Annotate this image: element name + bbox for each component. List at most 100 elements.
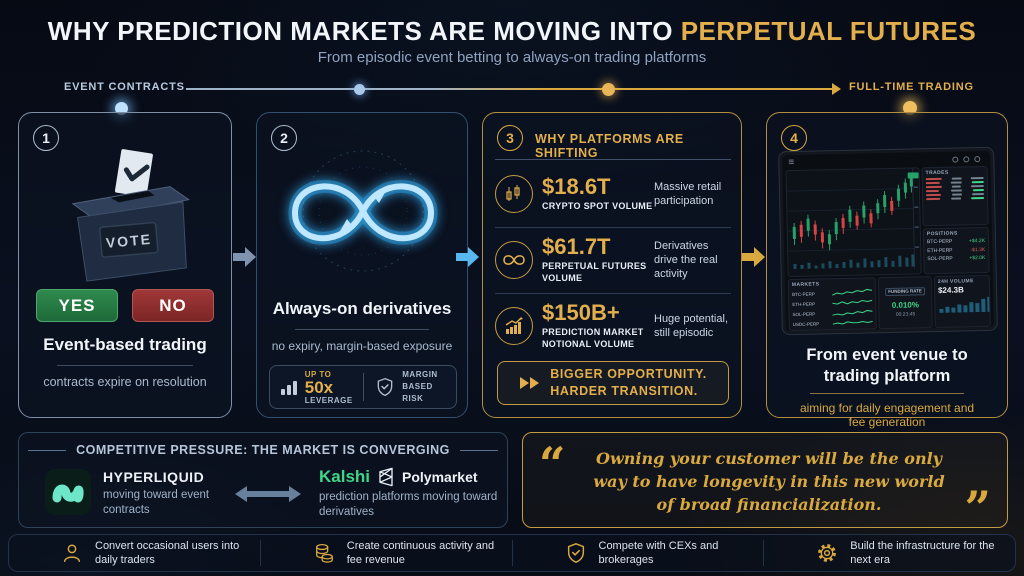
fast-forward-icon bbox=[520, 377, 540, 389]
panel-why-platforms-are-shifting: 3 WHY PLATFORMS ARE SHIFTING $18.6T CRYP… bbox=[482, 112, 742, 418]
footer-text: Convert occasional users into daily trad… bbox=[95, 539, 240, 566]
candlestick-icon bbox=[495, 175, 533, 213]
bar-chart-icon bbox=[280, 381, 297, 395]
divider bbox=[28, 449, 67, 451]
panel1-heading: Event-based trading bbox=[43, 335, 207, 354]
stat-value: $18.6T bbox=[542, 173, 611, 199]
no-button[interactable]: NO bbox=[132, 289, 214, 322]
hyperliquid-subtext: moving toward event contracts bbox=[103, 489, 210, 516]
sparkline bbox=[832, 309, 873, 316]
volume-label: 24H VOLUME bbox=[937, 278, 974, 285]
sparkline bbox=[832, 320, 873, 325]
double-arrow-icon bbox=[235, 486, 301, 502]
shield-check-icon bbox=[567, 543, 584, 563]
panel-event-based-trading: 1 VOTE YES NO Event-based trading contra… bbox=[18, 112, 232, 418]
callout-line2: HARDER TRANSITION. bbox=[550, 384, 698, 398]
position-value: +$4.2K bbox=[968, 238, 986, 245]
position-name: ETH-PERP bbox=[927, 247, 953, 254]
timeline-arrowhead-icon bbox=[832, 83, 841, 95]
panel1-glow-dot bbox=[115, 102, 128, 115]
funding-rate-label: FUNDING RATE bbox=[885, 286, 925, 296]
footer-item-compete: Compete with CEXs and brokerages bbox=[513, 539, 764, 568]
arrow-right-icon bbox=[742, 247, 765, 267]
panel4-heading: From event venue to trading platform bbox=[806, 346, 968, 385]
stat-row-perp-futures: $61.7T PERPETUAL FUTURES VOLUME Derivati… bbox=[495, 229, 731, 291]
divider bbox=[259, 540, 261, 566]
stat-note: Massive retail participation bbox=[654, 180, 722, 207]
divider bbox=[495, 227, 731, 228]
footer-item-convert-users: Convert occasional users into daily trad… bbox=[9, 539, 260, 568]
sparkline bbox=[832, 299, 873, 305]
polymarket-logo-icon bbox=[379, 467, 393, 487]
growth-chart-icon bbox=[495, 307, 533, 345]
title-main: WHY PREDICTION MARKETS ARE MOVING INTO bbox=[47, 16, 681, 46]
trading-platform-mockup: ≡ bbox=[778, 146, 998, 336]
divider bbox=[511, 540, 513, 566]
kalshi-logo: Kalshi bbox=[319, 467, 371, 486]
infinity-loop-icon bbox=[288, 150, 438, 272]
panel2-heading: Always-on derivatives bbox=[272, 299, 452, 318]
hyperliquid-label: HYPERLIQUID bbox=[103, 469, 205, 485]
yes-button[interactable]: YES bbox=[36, 289, 118, 322]
title-accent: PERPETUAL FUTURES bbox=[680, 16, 977, 46]
step-number-badge: 4 bbox=[781, 125, 807, 151]
stat-note: Derivatives drive the real activity bbox=[654, 239, 718, 281]
timeline-dot-gold bbox=[602, 83, 615, 96]
positions-panel: POSITIONS BTC-PERP +$4.2K ETH-PERP -$1.3K … bbox=[922, 226, 990, 275]
divider bbox=[495, 293, 731, 294]
panel4-glow-dot bbox=[903, 101, 917, 115]
ballot-box-icon: VOTE bbox=[71, 149, 191, 282]
leverage-risk-box: UP TO 50x LEVERAGE MARGIN BASED RISK bbox=[269, 365, 457, 409]
footer-item-infrastructure: Build the infrastructure for the next er… bbox=[764, 539, 1015, 568]
stat-label: PERPETUAL FUTURES VOLUME bbox=[542, 261, 647, 283]
arrow-right-icon bbox=[456, 247, 479, 267]
step-number-badge: 3 bbox=[497, 125, 523, 151]
margin-risk-label: MARGIN BASED RISK bbox=[402, 370, 438, 403]
arrow-right-icon bbox=[233, 247, 256, 267]
market-name: ETH-PERP bbox=[792, 301, 816, 307]
step-number-badge: 1 bbox=[33, 125, 59, 151]
divider bbox=[459, 449, 498, 451]
panel4-subtext: aiming for daily engagement and fee gene… bbox=[799, 401, 975, 429]
divider bbox=[362, 373, 364, 401]
candlestick-chart bbox=[785, 167, 922, 278]
timeline-dot-blue bbox=[354, 84, 365, 95]
vote-label: VOTE bbox=[105, 231, 152, 251]
position-name: BTC-PERP bbox=[926, 238, 953, 246]
funding-countdown: 00:23:45 bbox=[895, 311, 916, 318]
volume-bars bbox=[939, 296, 991, 313]
competitive-pressure-box: COMPETITIVE PRESSURE: THE MARKET IS CONV… bbox=[18, 432, 508, 528]
market-name: SOL-PERP bbox=[792, 311, 816, 317]
stat-note: Huge potential, still episodic bbox=[654, 312, 728, 339]
market-name: BTC-PERP bbox=[792, 291, 815, 297]
step-number-badge: 2 bbox=[271, 125, 297, 151]
markets-panel: MARKETS BTC-PERP ETH-PERP SOL-PERP USDC-… bbox=[787, 277, 877, 332]
panel2-subtext: no expiry, margin-based exposure bbox=[271, 339, 453, 353]
panel-trading-platform: 4 ≡ bbox=[766, 112, 1008, 429]
stat-label: CRYPTO SPOT VOLUME bbox=[542, 200, 653, 211]
funding-rate-value: 0.010% bbox=[891, 300, 920, 310]
position-name: SOL-PERP bbox=[927, 255, 953, 263]
timeline-line bbox=[186, 88, 834, 90]
shield-check-icon bbox=[377, 377, 393, 397]
coins-icon bbox=[315, 544, 333, 563]
hamburger-icon: ≡ bbox=[788, 156, 795, 169]
position-value: +$2.0K bbox=[969, 255, 986, 262]
quote-box: “ Owning your customer will be the only … bbox=[522, 432, 1008, 531]
divider bbox=[810, 393, 964, 394]
volume-panel: 24H VOLUME $24.3B bbox=[933, 274, 991, 329]
polymarket-label: Polymarket bbox=[402, 469, 478, 485]
market-name: USDC-PERP bbox=[792, 320, 820, 327]
open-quote-icon: “ bbox=[539, 437, 566, 491]
position-value: -$1.3K bbox=[970, 246, 986, 253]
trades-title: TRADES bbox=[925, 169, 949, 177]
footer-bar: Convert occasional users into daily trad… bbox=[8, 534, 1016, 572]
footer-text: Build the infrastructure for the next er… bbox=[850, 539, 995, 566]
stat-value: $150B+ bbox=[542, 300, 620, 326]
leverage-post: LEVERAGE bbox=[304, 395, 353, 405]
callout-bigger-opportunity: BIGGER OPPORTUNITY. HARDER TRANSITION. bbox=[497, 361, 729, 405]
timeline-label-left: EVENT CONTRACTS bbox=[64, 81, 185, 93]
footer-text: Compete with CEXs and brokerages bbox=[598, 539, 719, 566]
leverage-value: 50x bbox=[304, 377, 334, 397]
positions-title: POSITIONS bbox=[926, 230, 958, 237]
